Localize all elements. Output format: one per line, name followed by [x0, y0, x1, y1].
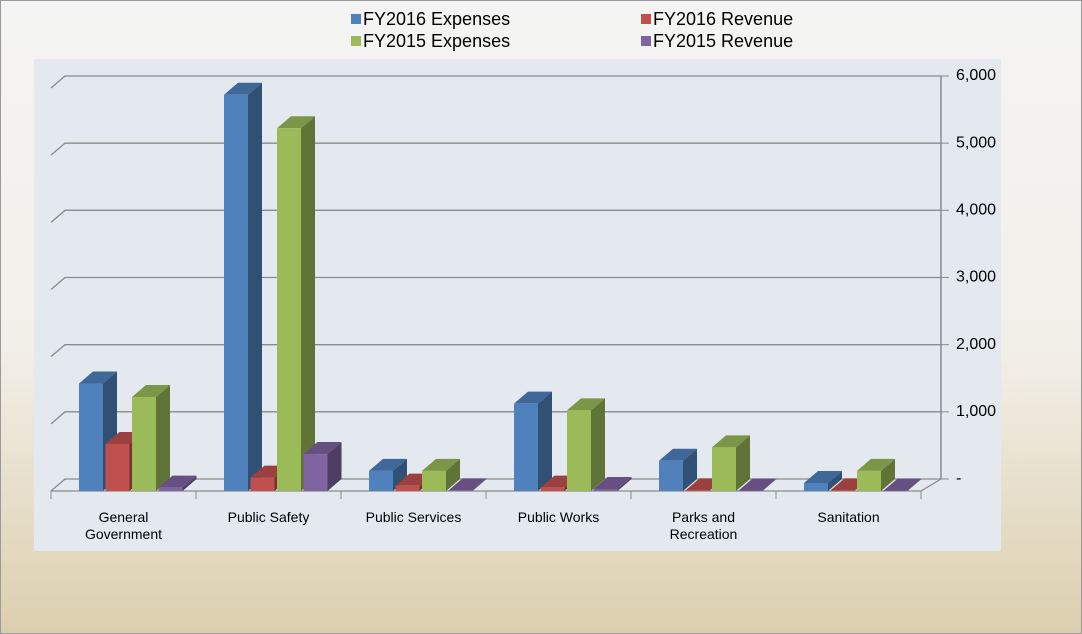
bar-side [182, 475, 197, 491]
bar-side [393, 458, 407, 491]
x-tick-label: Public Safety [227, 509, 310, 525]
bar [369, 470, 393, 491]
bar-top [277, 116, 315, 129]
bar-top [804, 470, 842, 483]
grid-line [50, 75, 941, 89]
bar-side [828, 470, 842, 491]
bar-side [591, 398, 605, 491]
bar-top [303, 442, 342, 455]
grid-line [50, 478, 941, 492]
bar-side [248, 82, 262, 491]
bar-top [448, 478, 487, 491]
x-tick-label: Sanitation [817, 509, 880, 525]
y-tick-label: 5,000 [956, 134, 996, 151]
bar [422, 470, 446, 491]
x-tick-label: Public Services [365, 509, 462, 525]
y-tick-label: 4,000 [956, 202, 996, 219]
legend-swatch [641, 36, 651, 46]
bar [514, 403, 538, 491]
y-tick-label: 2,000 [956, 336, 996, 353]
legend-label: FY2015 Revenue [653, 31, 793, 51]
x-tick-label: Parks and Recreation [669, 509, 738, 542]
bar [804, 482, 828, 491]
bar-top [567, 398, 605, 411]
bar [395, 485, 420, 491]
bar [567, 410, 591, 491]
bar [540, 487, 565, 491]
bar-top [422, 458, 460, 471]
y-tick-label: 3,000 [956, 269, 996, 286]
bar-top [79, 371, 117, 384]
grid-line [50, 276, 941, 290]
bar-side [907, 478, 922, 491]
legend-label: FY2015 Expenses [363, 31, 510, 51]
bar-top [369, 458, 407, 471]
bar-side [736, 435, 750, 491]
bar [659, 460, 683, 491]
bar-top [883, 478, 922, 491]
bar [857, 470, 881, 491]
bar [277, 128, 301, 492]
legend-swatch [641, 14, 651, 24]
bar [712, 447, 736, 491]
bar [250, 477, 275, 491]
bar-top [857, 458, 895, 471]
bar [224, 94, 248, 491]
bar-side [327, 442, 342, 491]
grid-line [50, 209, 941, 223]
y-tick-label: 6,000 [956, 67, 996, 84]
bar-side [683, 448, 697, 491]
bar-side [617, 476, 632, 491]
legend-swatch [351, 36, 361, 46]
bar-top [224, 82, 262, 95]
bar [158, 487, 183, 491]
bar-side [538, 391, 552, 491]
bar [448, 490, 473, 491]
bar-top [158, 475, 197, 488]
bar-side [881, 458, 895, 491]
bar-top [712, 435, 750, 448]
y-tick-label: - [956, 470, 961, 487]
bar [303, 454, 328, 491]
y-tick-label: 1,000 [956, 403, 996, 420]
floor-edge [920, 478, 942, 492]
legend-label: FY2016 Revenue [653, 9, 793, 29]
x-tick-label: Public Works [517, 509, 600, 525]
bar-side [156, 384, 170, 491]
bar-side [472, 478, 487, 491]
bar [79, 383, 103, 491]
grid-line [50, 411, 941, 425]
bar-top [132, 384, 170, 397]
bar-side [762, 478, 777, 491]
bar [593, 488, 618, 491]
bar-side [446, 458, 460, 491]
grid-line [50, 344, 941, 358]
bar-top [593, 476, 632, 489]
bar [132, 396, 156, 491]
bar [685, 490, 710, 491]
bar-top [514, 391, 552, 404]
bar-side [301, 116, 315, 492]
legend-swatch [351, 14, 361, 24]
bar-top [738, 478, 777, 491]
grid-line [50, 142, 941, 156]
bar [105, 443, 130, 491]
x-tick-label: General Government [84, 509, 163, 542]
legend-label: FY2016 Expenses [363, 9, 510, 29]
bar [830, 490, 855, 491]
bar-top [659, 448, 697, 461]
